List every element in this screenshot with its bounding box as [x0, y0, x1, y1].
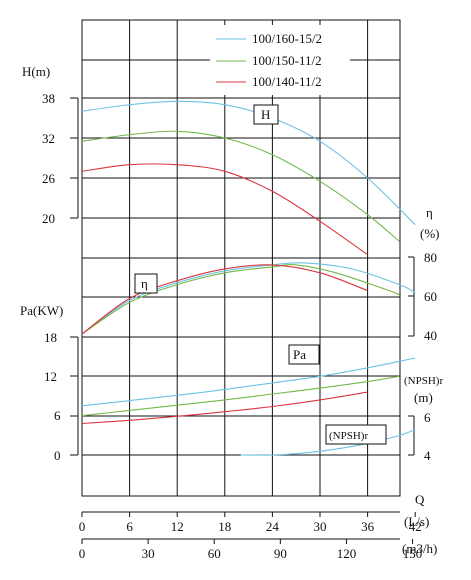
- q-axis-label: Q: [415, 492, 425, 507]
- box-label-eta: η: [134, 273, 158, 294]
- eta-axis-symbol: η: [426, 205, 433, 220]
- eta-tick-40: 40: [424, 328, 437, 343]
- q-m3h-unit: (m3/h): [402, 541, 437, 556]
- curve-Pa-series-3: [81, 391, 368, 425]
- q-ls-tick-0: 0: [79, 519, 86, 534]
- svg-text:η: η: [141, 276, 148, 291]
- q-ls-tick-24: 24: [266, 519, 280, 534]
- q-m3h-tick-150: 150: [403, 546, 423, 561]
- pa-tick-0: 0: [54, 448, 61, 463]
- q-ls-tick-36: 36: [361, 519, 375, 534]
- legend-label-3: 100/140-11/2: [252, 74, 322, 89]
- box-label-Pa: Pa: [288, 344, 320, 365]
- legend: 100/160-15/2 100/150-11/2 100/140-11/2: [210, 25, 350, 95]
- h-tick-26: 26: [42, 171, 56, 186]
- legend-background: [210, 25, 350, 95]
- svg-text:Pa: Pa: [293, 347, 306, 362]
- svg-text:H: H: [261, 107, 270, 122]
- curves: [81, 100, 416, 456]
- curve-Pa-series-2: [81, 375, 400, 417]
- curve-H-series-3: [81, 163, 368, 256]
- legend-label-2: 100/150-11/2: [252, 53, 322, 68]
- q-ls-tick-30: 30: [314, 519, 327, 534]
- q-ls-unit: (L/s): [404, 514, 429, 529]
- q-ls-tick-42: 42: [409, 519, 422, 534]
- pa-axis-label: Pa(KW): [20, 303, 63, 318]
- curve-H-series-1: [81, 100, 416, 226]
- q-ls-tick-6: 6: [126, 519, 133, 534]
- npsh-tick-4: 4: [424, 448, 431, 463]
- box-label-npsh: (NPSH)r: [325, 424, 387, 445]
- pa-tick-18: 18: [44, 330, 57, 345]
- eta-tick-80: 80: [424, 250, 437, 265]
- q-m3h-tick-30: 30: [142, 546, 155, 561]
- h-tick-20: 20: [42, 211, 55, 226]
- eta-axis-unit: (%): [420, 226, 440, 241]
- q-m3h-tick-90: 90: [274, 546, 287, 561]
- q-m3h-tick-120: 120: [337, 546, 357, 561]
- h-tick-32: 32: [42, 131, 55, 146]
- q-m3h-tick-0: 0: [79, 546, 86, 561]
- curve-npsh-series-1: [240, 429, 416, 456]
- curve-Pa-series-1: [81, 357, 416, 407]
- h-axis-label: H(m): [22, 64, 50, 79]
- curve-eta-series-2: [81, 264, 400, 335]
- npsh-axis-unit: (m): [414, 390, 433, 405]
- eta-tick-60: 60: [424, 289, 437, 304]
- q-m3h-tick-60: 60: [208, 546, 221, 561]
- h-tick-38: 38: [42, 91, 55, 106]
- grid: [70, 19, 415, 497]
- pa-tick-6: 6: [54, 408, 61, 423]
- legend-label-1: 100/160-15/2: [252, 31, 322, 46]
- curve-eta-series-1: [81, 262, 416, 335]
- q-ls-tick-18: 18: [218, 519, 231, 534]
- q-ls-tick-12: 12: [171, 519, 184, 534]
- x-axis-ticks: 0 6 12 18 24 30 36 42 0 30 60 90 120 150: [79, 511, 423, 561]
- curve-eta-series-3: [81, 264, 368, 335]
- box-label-H: H: [253, 104, 279, 125]
- pa-tick-12: 12: [44, 369, 57, 384]
- svg-text:(NPSH)r: (NPSH)r: [329, 430, 368, 442]
- curve-H-series-2: [81, 130, 400, 242]
- npsh-axis-label: (NPSH)r: [404, 375, 443, 387]
- npsh-tick-6: 6: [424, 410, 431, 425]
